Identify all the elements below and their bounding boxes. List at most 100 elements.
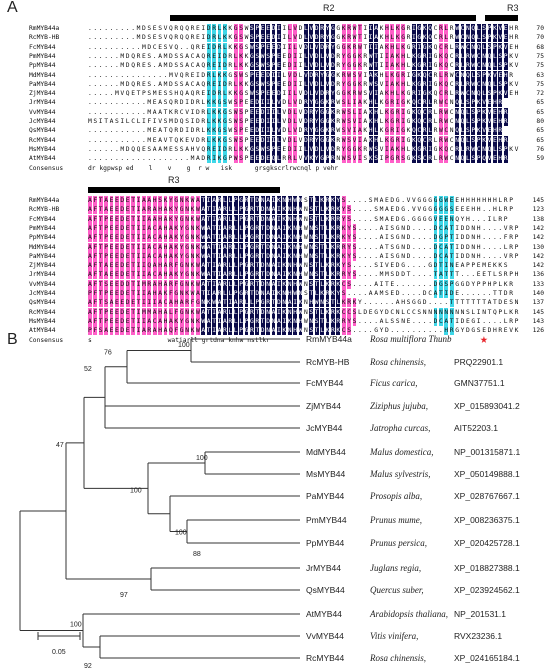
consensus-label: Consensus [29, 164, 64, 172]
sequence-position: 142 [532, 262, 544, 270]
region-r3-bar [88, 187, 280, 193]
tree-leaf-name: PmMYB44 [306, 515, 347, 525]
sequence-name: RcMYB44 [29, 308, 56, 316]
tree-leaf-name: AtMYB44 [306, 609, 342, 619]
sequence-name: JcMYB44 [29, 290, 56, 297]
panel-b-label: B [7, 331, 18, 348]
sequence-position: 65 [536, 136, 544, 144]
alignment-row: RcMYB-HB A F T A E E D E T I A R A H A K Y G N K W A T I A R L L P G R T… [0, 205, 550, 215]
alignment-row: JcMYB44 P F T P E E D E T I I A H A K F G N K W A T I A R L L P G R T D N… [0, 289, 550, 298]
sequence-name: RcMYB-HB [29, 34, 60, 42]
species-name: Malus sylvestris, [369, 469, 431, 479]
alignment-row: RcMYB44 ........... M E A V T Q K E V D R L K K G S W S P E E D… [0, 135, 550, 145]
consensus-row: Consensus dr kgpwsp ed l v g r w isk grsg… [0, 164, 550, 173]
sequence-name: PmMYB44 [29, 224, 56, 232]
species-name: Ficus carica, [369, 378, 418, 388]
accession-number: GMN37751.1 [454, 378, 505, 388]
alignment-row: FcMYB44 A F T P E E D E T I I A A H A K Y G N K W A T I A R L L P G R T D… [0, 214, 550, 224]
alignment-row: PaMYB44 ...... M D Q R E S. A M D S S A C A Q R E I D R L K K G S W… [0, 79, 550, 89]
tree-leaf-name: JcMYB44 [306, 423, 343, 433]
alignment-row: PpMYB44 ...... M D Q R E S. A M D S S A C A Q R E I D R L K K G S W… [0, 61, 550, 71]
sequence-name: AtMYB44 [29, 327, 56, 335]
species-name: Rosa multiflora Thunb [369, 334, 452, 344]
alignment-row: PmMYB44 ...... M D Q R E S. A M D S S A C A Q R E I D R L K K G S W… [0, 51, 550, 61]
accession-number: PRQ22901.1 [454, 357, 503, 367]
sequence-position: 142 [532, 252, 544, 260]
sequence-position: 145 [532, 197, 544, 204]
species-name: Rosa chinensis, [369, 653, 426, 663]
sequence-position: 137 [532, 299, 544, 307]
sequence-position: 140 [532, 290, 544, 297]
alignment-row: MsMYB44 A F T P E E D E T I I A C A H A K Y G N K W A T I A R L L P G R T… [0, 316, 550, 326]
bootstrap-value: 92 [84, 663, 92, 669]
sequence-name: QsMYB44 [29, 127, 56, 135]
region-r2-label: R2 [323, 3, 335, 13]
bootstrap-value: 100 [175, 530, 187, 537]
accession-number: XP_028767667.1 [454, 491, 520, 501]
consensus-sequence: dr kgpwsp ed l v g r w isk grsgkscrlrwcn… [88, 164, 339, 172]
alignment-row: MsMYB44 ...... M D Q Q E S A A M E S S A H V Q R E I D R L K K G S W… [0, 144, 550, 154]
bootstrap-value: 76 [104, 350, 112, 357]
scale-bar-label: 0.05 [52, 649, 66, 656]
sequence-name: ZjMYB44 [29, 90, 56, 98]
sequence-position: 75 [536, 62, 544, 70]
sequence-name: FcMYB44 [29, 43, 56, 51]
sequence-position: 76 [536, 145, 544, 153]
sequence-name: AtMYB44 [29, 155, 56, 163]
sequence-position: 136 [532, 271, 544, 279]
bootstrap-value: 47 [56, 442, 64, 449]
accession-number: XP_023924562.1 [454, 585, 520, 595]
accession-number: NP_001315871.1 [454, 447, 520, 457]
sequence-name: PpMYB44 [29, 234, 56, 242]
sequence-position: 143 [532, 317, 544, 325]
alignment-row: QsMYB44 ........... M E A T Q R D I D R L K K G S W S P E E D I… [0, 126, 550, 136]
alignment-row: JrMYB44 A F T A E E D E T I I A C A H A K Y G N K W A T I A R L L P G R T… [0, 270, 550, 280]
alignment-row: RmMYB44a ......... M D S E S V Q R Q Q R E I D R L K K G S W S P… [0, 24, 550, 33]
alignment-row: PmMYB44 A F T P E E D E T I I A C A H A K Y G N K W A T I A R L L P G R T… [0, 223, 550, 233]
accession-number: AIT52203.1 [454, 423, 498, 433]
species-name: Rosa chinensis, [369, 357, 426, 367]
accession-number: XP_008236375.1 [454, 515, 520, 525]
accession-number: XP_024165184.1 [454, 653, 520, 663]
sequence-name: RmMYB44a [29, 197, 60, 204]
sequence-position: 68 [536, 43, 544, 51]
region-r3-top-bar [485, 15, 518, 21]
sequence-position: 70 [536, 25, 544, 32]
sequence-position: 138 [532, 215, 544, 223]
tree-leaf-name: PaMYB44 [306, 491, 345, 501]
alignment-row: ZjMYB44 ..... M V Q E T P S M E S S H Q A Q R E I D R L K K G S W S P… [0, 89, 550, 99]
sequence-position: 130 [532, 243, 544, 251]
alignment-row: RcMYB44 A F T P E E D E T I M M A H A L F G N K W A T I A R L L P G R T D… [0, 307, 550, 317]
alignment-row: RcMYB-HB ......... M D S E S V Q R Q Q R E I D R L K K G S W S P… [0, 33, 550, 43]
alignment-row: JrMYB44 ........... M E A S Q R D I D R L K K G S W S P E E D I… [0, 98, 550, 108]
sequence-name: FcMYB44 [29, 215, 56, 223]
sequence-name: VvMYB44 [29, 280, 56, 288]
bootstrap-value: 100 [178, 342, 190, 349]
sequence-name: RcMYB-HB [29, 206, 60, 214]
alignment-row: MdMYB44 A F T P E E D E T I I A C A H A K Y G N K W A T I A R L L P G R T… [0, 242, 550, 252]
alignment-row: AtMYB44 P F S A E E D E T I A R A H A Q F G N K W A T I A R L L P G R T D… [0, 326, 550, 336]
sequence-name: MsMYB44 [29, 145, 56, 153]
accession-number: RVX23236.1 [454, 631, 502, 641]
sequence-position: 123 [532, 206, 544, 214]
tree-leaf-name: RcMYB44 [306, 653, 345, 663]
tree-leaf-name: QsMYB44 [306, 585, 345, 595]
bootstrap-value: 100 [196, 455, 208, 462]
sequence-name: PaMYB44 [29, 252, 56, 260]
alignment-row: RmMYB44a A F T A E E D E T I A A H S K Y G N K W A T I A R L L P G R T D… [0, 196, 550, 205]
